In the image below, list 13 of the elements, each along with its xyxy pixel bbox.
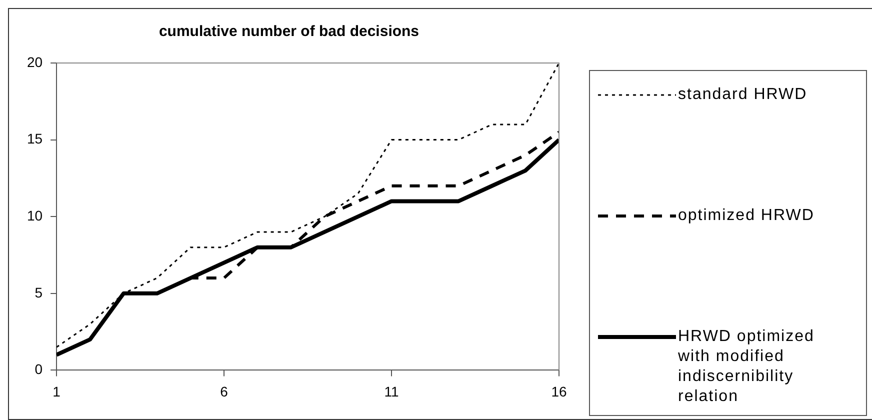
x-tick-label: 16	[551, 383, 567, 400]
x-tick-label: 11	[384, 383, 399, 400]
y-tick-label: 10	[26, 207, 43, 224]
x-tick-label: 1	[52, 383, 61, 400]
chart-title: cumulative number of bad decisions	[158, 23, 420, 40]
legend-label: HRWD optimized with modified indiscernibility relation	[678, 327, 816, 407]
x-tick-label: 6	[220, 383, 228, 400]
y-tick-label: 5	[34, 284, 43, 300]
legend-label: optimized HRWD	[678, 206, 816, 226]
legend-label: standard HRWD	[678, 85, 808, 105]
y-tick-label: 15	[26, 130, 43, 147]
y-tick-label: 20	[26, 54, 43, 70]
y-tick-label: 0	[34, 361, 43, 378]
